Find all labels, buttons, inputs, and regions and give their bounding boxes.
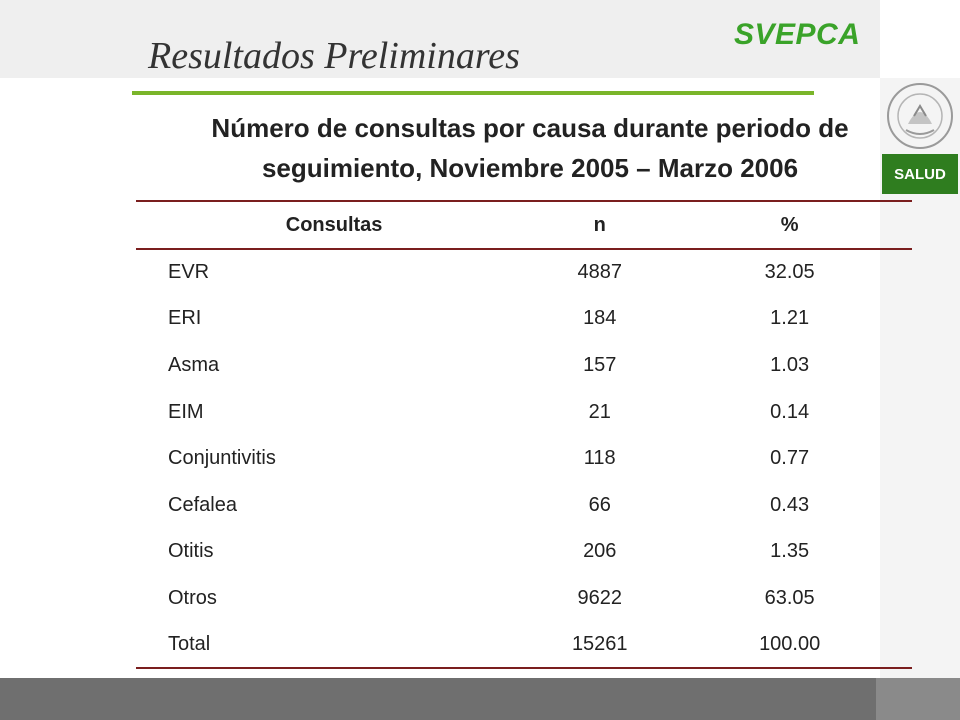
cell-n: 157 (583, 353, 617, 376)
cell-cause: EVR (168, 261, 210, 284)
cell-n: 118 (583, 447, 616, 470)
cell-n: 184 (583, 307, 617, 330)
cell-cause: Cefalea (168, 493, 237, 516)
salud-logo-badge: SALUD (882, 154, 958, 194)
cell-cause: ERI (168, 307, 202, 330)
title-underline (132, 91, 814, 95)
cell-n: 9622 (577, 586, 623, 609)
cell-cause: EIM (168, 400, 204, 423)
caption-line-2: seguimiento, Noviembre 2005 – Marzo 2006 (261, 153, 799, 183)
header-consultas: Consultas (285, 213, 383, 236)
cell-cause: Total (168, 633, 211, 656)
cell-percent: 0.43 (770, 493, 810, 516)
header-band (0, 0, 880, 78)
cell-percent: 1.21 (770, 307, 810, 330)
cell-percent: 63.05 (764, 586, 815, 609)
cell-cause: Otitis (168, 540, 214, 563)
table-row: Otros 9622 63.05 (136, 575, 912, 622)
table-row: EVR 4887 32.05 (136, 249, 912, 296)
cell-n: 15261 (571, 633, 628, 656)
table-row: ERI 184 1.21 (136, 296, 912, 343)
cell-n: 66 (588, 493, 611, 516)
cell-cause: Asma (168, 353, 220, 376)
table-row: Otitis 206 1.35 (136, 529, 912, 576)
cell-percent: 100.00 (759, 633, 821, 656)
national-seal-icon (887, 83, 953, 149)
table-row: Cefalea 66 0.43 (136, 482, 912, 529)
cell-n: 206 (583, 540, 617, 563)
footer-bar-dark (0, 678, 876, 720)
slide-title: Resultados Preliminares (148, 35, 520, 77)
table-caption: Número de consultas por causa durante pe… (120, 108, 940, 188)
cell-n: 4887 (577, 261, 623, 284)
cell-cause: Conjuntivitis (168, 447, 276, 470)
table-row-total: Total 15261 100.00 (136, 622, 912, 669)
table-row: Asma 157 1.03 (136, 342, 912, 389)
cell-percent: 1.35 (770, 540, 810, 563)
table-row: Conjuntivitis 118 0.77 (136, 435, 912, 482)
table-row: EIM 21 0.14 (136, 389, 912, 436)
header-n: n (593, 213, 606, 236)
cell-cause: Otros (168, 586, 217, 609)
consultations-table: Consultas n % EVR 4887 32.05 ERI 184 1.2… (136, 200, 912, 670)
table-header-row: Consultas n % (136, 201, 912, 249)
brand-name: SVEPCA (734, 18, 861, 51)
cell-percent: 1.03 (770, 353, 810, 376)
cell-percent: 0.77 (770, 447, 810, 470)
cell-percent: 32.05 (764, 261, 815, 284)
cell-n: 21 (588, 400, 611, 423)
cell-percent: 0.14 (770, 400, 810, 423)
header-percent: % (780, 213, 799, 236)
caption-line-1: Número de consultas por causa durante pe… (211, 113, 849, 143)
